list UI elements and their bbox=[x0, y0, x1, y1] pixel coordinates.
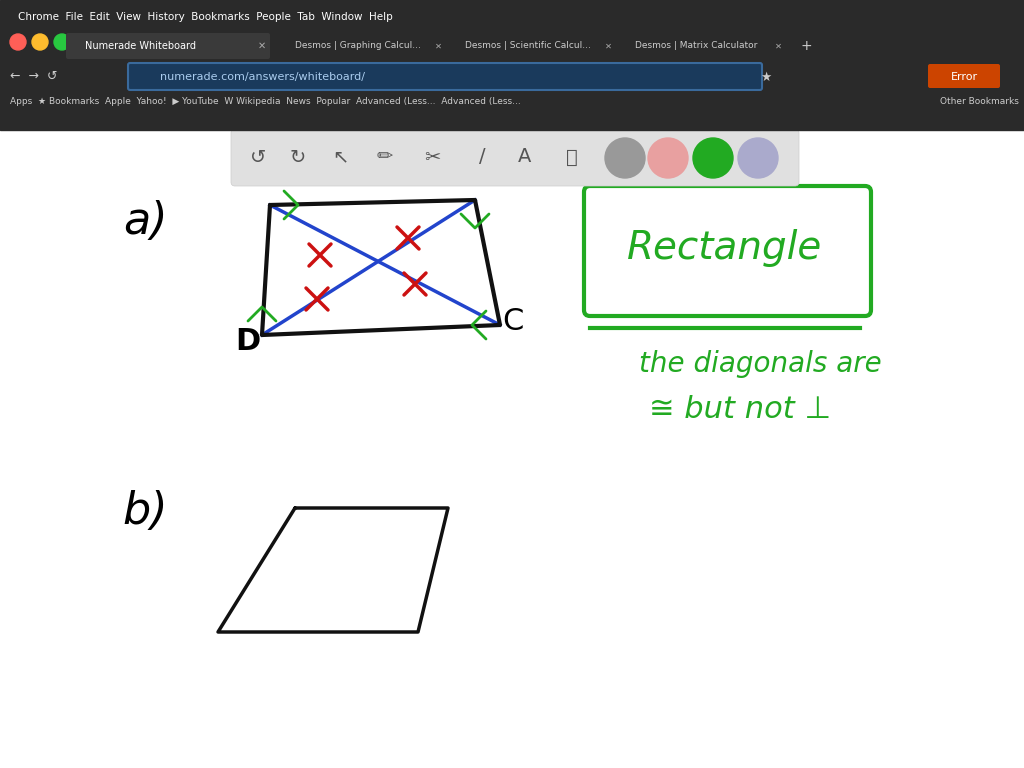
Text: ↺: ↺ bbox=[250, 147, 266, 167]
Text: ✂: ✂ bbox=[424, 147, 440, 167]
Circle shape bbox=[648, 138, 688, 178]
Text: +: + bbox=[800, 39, 812, 53]
Text: ★: ★ bbox=[760, 71, 771, 84]
Circle shape bbox=[693, 138, 733, 178]
Text: C: C bbox=[503, 307, 523, 336]
Text: D: D bbox=[236, 327, 261, 356]
Text: ↖: ↖ bbox=[332, 147, 348, 167]
Text: Rectangle: Rectangle bbox=[628, 229, 822, 267]
Text: Chrome  File  Edit  View  History  Bookmarks  People  Tab  Window  Help: Chrome File Edit View History Bookmarks … bbox=[18, 12, 393, 22]
Text: a): a) bbox=[123, 200, 167, 243]
Text: Desmos | Matrix Calculator: Desmos | Matrix Calculator bbox=[635, 41, 758, 51]
Circle shape bbox=[10, 34, 26, 50]
Text: A: A bbox=[518, 147, 531, 167]
FancyBboxPatch shape bbox=[128, 63, 762, 90]
Text: Error: Error bbox=[950, 72, 978, 82]
Circle shape bbox=[738, 138, 778, 178]
Circle shape bbox=[32, 34, 48, 50]
FancyBboxPatch shape bbox=[928, 64, 1000, 88]
Text: 🖼: 🖼 bbox=[566, 147, 578, 167]
Text: ≅ but not ⊥: ≅ but not ⊥ bbox=[649, 396, 831, 425]
Text: Apps  ★ Bookmarks  Apple  Yahoo!  ▶ YouTube  W Wikipedia  News  Popular  Advance: Apps ★ Bookmarks Apple Yahoo! ▶ YouTube … bbox=[10, 98, 521, 107]
FancyBboxPatch shape bbox=[66, 33, 270, 59]
Circle shape bbox=[54, 34, 70, 50]
Text: ✏: ✏ bbox=[377, 147, 393, 167]
FancyBboxPatch shape bbox=[584, 186, 871, 316]
Text: ←  →  ↺: ← → ↺ bbox=[10, 71, 57, 84]
Text: ↻: ↻ bbox=[290, 147, 306, 167]
Text: numerade.com/answers/whiteboard/: numerade.com/answers/whiteboard/ bbox=[160, 72, 365, 82]
Text: Other Bookmarks: Other Bookmarks bbox=[940, 98, 1019, 107]
Text: ✕: ✕ bbox=[435, 41, 442, 51]
Bar bbox=[0, 0, 1024, 130]
Text: ✕: ✕ bbox=[775, 41, 782, 51]
Text: ✕: ✕ bbox=[605, 41, 612, 51]
FancyBboxPatch shape bbox=[231, 129, 799, 186]
Text: Numerade Whiteboard: Numerade Whiteboard bbox=[85, 41, 196, 51]
Text: Desmos | Scientific Calcul...: Desmos | Scientific Calcul... bbox=[465, 41, 591, 51]
Text: b): b) bbox=[122, 491, 168, 534]
Text: Desmos | Graphing Calcul...: Desmos | Graphing Calcul... bbox=[295, 41, 421, 51]
Circle shape bbox=[605, 138, 645, 178]
Text: /: / bbox=[478, 147, 485, 167]
Text: the diagonals are: the diagonals are bbox=[639, 350, 882, 378]
Text: ✕: ✕ bbox=[258, 41, 266, 51]
